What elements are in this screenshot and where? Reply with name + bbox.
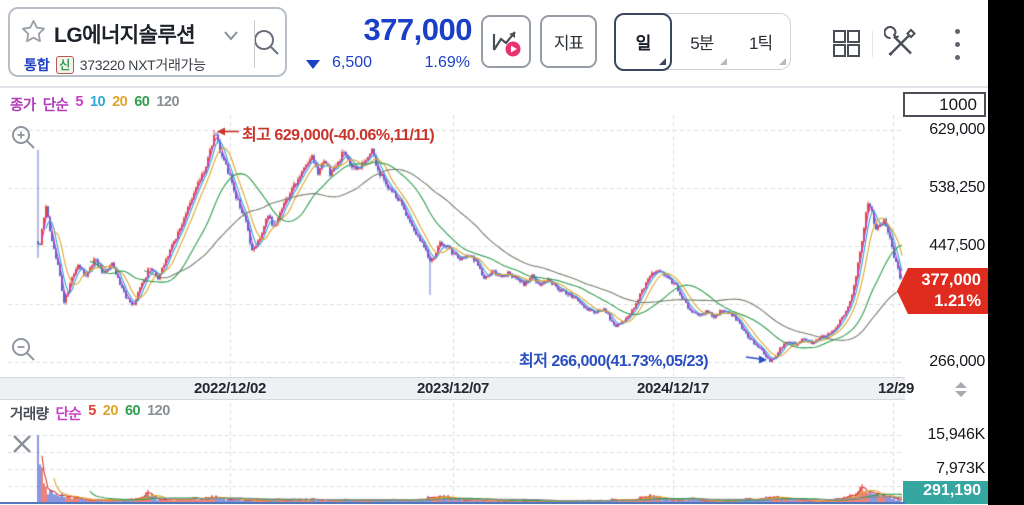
price-axis-label: 538,250 <box>929 179 985 196</box>
favorite-star-icon[interactable] <box>20 18 47 45</box>
legend-period: 5 <box>75 94 83 110</box>
price-axis-label: 447,500 <box>929 237 985 254</box>
volume-axis-label: 7,973K <box>936 460 985 477</box>
timeframe-segmented-control: 일 5분 1틱 <box>613 12 791 71</box>
app-grid-icon[interactable] <box>832 29 861 58</box>
timeframe-5min[interactable]: 5분 <box>672 14 731 69</box>
legend-period: 5 <box>88 403 96 419</box>
date-label: 2023/12/07 <box>416 380 490 397</box>
date-label: 2022/12/02 <box>193 380 267 397</box>
stock-selector-main[interactable]: LG에너지솔루션 통합 신 373220 NXT거래가능 <box>10 9 246 75</box>
badge-percent: 1.21% <box>934 292 981 310</box>
price-axis-label: 266,000 <box>929 353 985 370</box>
legend-period: 10 <box>89 94 106 110</box>
high-annotation: 최고 629,000(-40.06%,11/11) <box>242 127 435 144</box>
date-label: 12/29 <box>877 380 915 397</box>
timeframe-daily[interactable]: 일 <box>613 12 673 71</box>
current-price: 377,000 <box>363 12 472 47</box>
new-listing-badge: 신 <box>55 56 74 74</box>
zoom-in-icon[interactable] <box>10 124 37 151</box>
price-legend: 종가 단순 5 10 20 60 120 <box>10 94 180 115</box>
search-icon <box>253 30 279 55</box>
pane-bottom-border <box>0 502 905 504</box>
divider <box>254 20 255 68</box>
current-volume-badge: 291,190 <box>903 481 988 504</box>
zoom-out-icon[interactable] <box>10 336 37 363</box>
legend-period: 20 <box>102 403 119 419</box>
current-price-badge: 377,000 1.21% <box>897 268 988 314</box>
tools-icon[interactable] <box>884 26 918 61</box>
date-label: 2024/12/17 <box>636 380 710 397</box>
legend-title: 종가 <box>10 98 36 114</box>
legend-ma-type: 단순 <box>42 98 69 114</box>
chart-replay-button[interactable] <box>481 15 531 68</box>
mini-chart-play-icon <box>492 30 521 56</box>
search-button[interactable] <box>246 9 285 75</box>
close-volume-pane-icon[interactable] <box>10 432 34 456</box>
price-axis-label: 629,000 <box>929 121 985 138</box>
stock-selector: LG에너지솔루션 통합 신 373220 NXT거래가능 <box>8 7 287 77</box>
axis-scale-spinner[interactable] <box>950 380 972 399</box>
legend-period: 60 <box>134 94 150 110</box>
market-tag: 통합 <box>24 57 50 73</box>
legend-ma-type: 단순 <box>55 407 82 423</box>
timeframe-1tick[interactable]: 1틱 <box>731 14 790 69</box>
down-arrow-icon <box>306 60 320 69</box>
stock-name: LG에너지솔루션 <box>54 24 196 47</box>
date-axis-band: 2022/12/02 2023/12/07 2024/12/17 12/29 <box>0 377 914 400</box>
change-amount: 6,500 <box>332 54 373 71</box>
kebab-menu-icon[interactable] <box>951 29 963 60</box>
stock-subline: 통합 신 373220 NXT거래가능 <box>24 55 206 75</box>
volume-legend: 거래량 단순 5 20 60 120 <box>10 403 170 424</box>
legend-period: 60 <box>124 403 141 419</box>
spinner-up-icon <box>955 382 967 388</box>
indicator-button[interactable]: 지표 <box>540 15 597 68</box>
legend-period: 120 <box>156 94 180 110</box>
legend-title: 거래량 <box>10 407 49 423</box>
spinner-down-icon <box>955 391 967 397</box>
volume-axis-label: 15,946K <box>927 426 985 443</box>
chevron-down-icon[interactable] <box>223 30 239 42</box>
top-toolbar: LG에너지솔루션 통합 신 373220 NXT거래가능 377,000 <box>0 0 988 88</box>
axis-scale-box[interactable]: 1000 <box>903 92 986 117</box>
divider <box>872 31 873 57</box>
low-annotation: 최저 266,000(41.73%,05/23) <box>519 353 709 370</box>
legend-period: 20 <box>112 94 128 110</box>
legend-period: 120 <box>147 403 170 419</box>
badge-price: 377,000 <box>921 271 981 289</box>
change-percent: 1.69% <box>424 54 470 71</box>
screen-edge-black-strip <box>988 0 1024 505</box>
candlestick-chart-canvas[interactable] <box>0 88 988 505</box>
price-change-row: 6,500 1.69% <box>298 54 472 74</box>
stock-code-line: 373220 NXT거래가능 <box>79 57 206 73</box>
